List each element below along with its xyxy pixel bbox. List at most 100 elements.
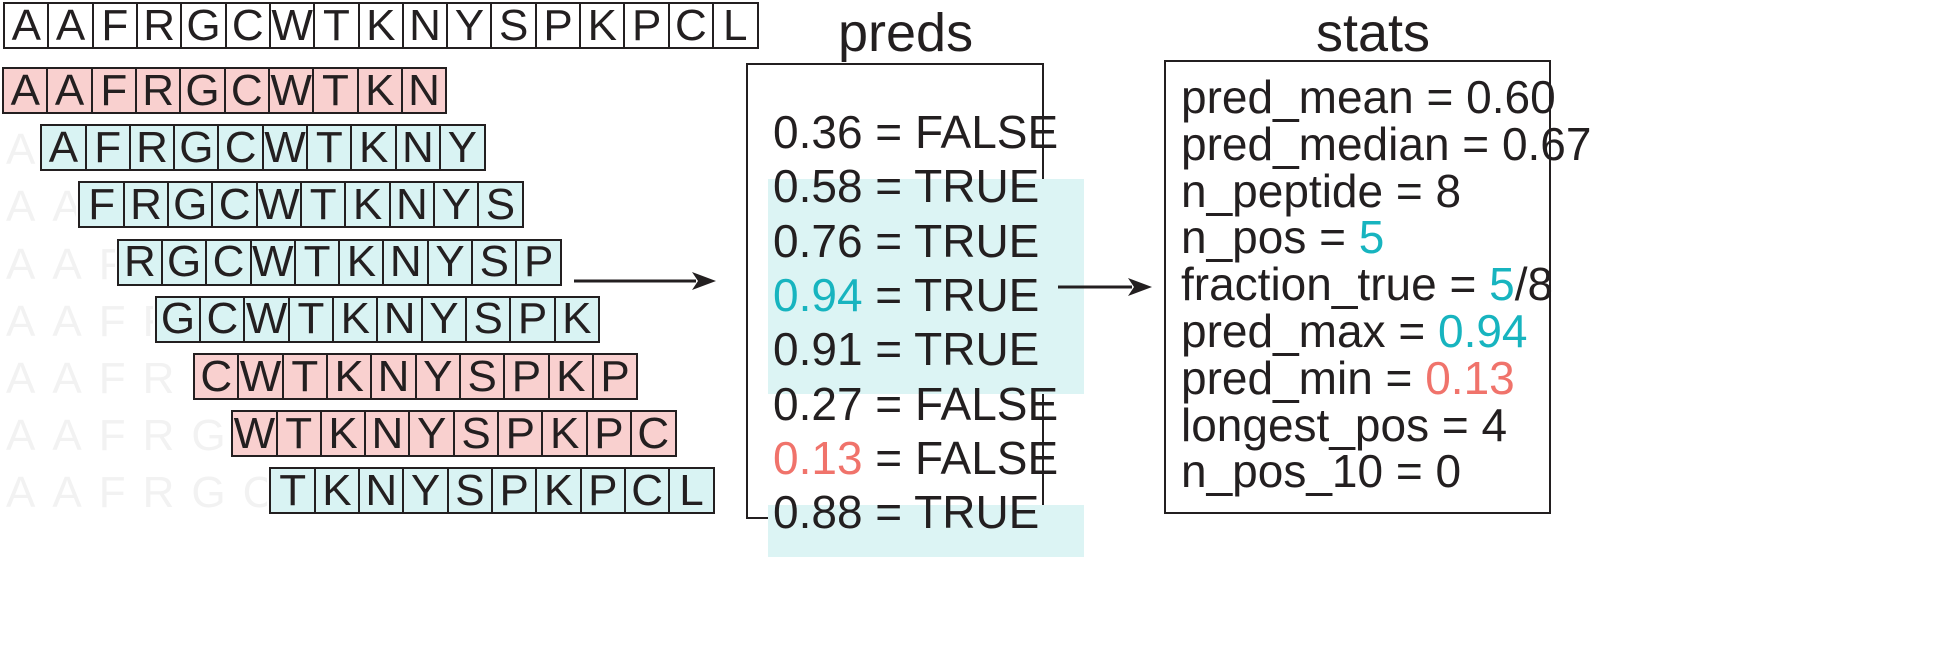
window-residue: T bbox=[312, 67, 359, 114]
arrow-to-preds bbox=[574, 272, 716, 290]
window-residue: N bbox=[382, 238, 429, 286]
window-residue: W bbox=[255, 181, 303, 229]
pred-separator: = bbox=[862, 323, 915, 376]
pred-value: 0.88 bbox=[773, 486, 863, 539]
window-residue: Y bbox=[432, 181, 480, 229]
window-residue: K bbox=[535, 467, 582, 515]
window-residue: C bbox=[223, 67, 271, 114]
stat-text: pred_mean = 0.60 bbox=[1181, 71, 1556, 123]
pred-separator: = bbox=[862, 160, 915, 213]
window-residue: R bbox=[116, 238, 164, 286]
window-residue: K bbox=[547, 353, 594, 400]
window-residue: W bbox=[231, 410, 278, 458]
window-residue: G bbox=[154, 295, 202, 343]
pred-line: 0.88 = TRUE bbox=[773, 489, 1039, 535]
window-residue: P bbox=[509, 295, 556, 343]
sequence-residue: S bbox=[490, 2, 537, 49]
stat-text: n_peptide = 8 bbox=[1181, 164, 1462, 217]
sequence-residue: R bbox=[135, 2, 183, 49]
window-residue: W bbox=[261, 124, 309, 172]
window-residue: W bbox=[267, 67, 315, 114]
stat-text: longest_pos = 4 bbox=[1181, 398, 1508, 451]
window-residue: C bbox=[199, 295, 246, 343]
stat-line: n_pos_10 = 0 bbox=[1181, 448, 1461, 494]
true-highlight bbox=[768, 179, 1084, 395]
pred-label: TRUE bbox=[914, 268, 1040, 321]
window-residue: Y bbox=[402, 467, 449, 515]
pred-line: 0.58 = TRUE bbox=[773, 163, 1039, 209]
sequence-residue: P bbox=[623, 2, 670, 49]
window-residue: K bbox=[319, 410, 367, 458]
window-residue: N bbox=[370, 353, 417, 400]
window-offset-ghost: AAFRG bbox=[6, 354, 191, 403]
window-residue: S bbox=[471, 238, 518, 286]
window-residue: R bbox=[134, 67, 182, 114]
pred-label: FALSE bbox=[914, 431, 1059, 484]
window-residue: R bbox=[128, 124, 176, 172]
window-residue: K bbox=[541, 410, 588, 458]
sequence-residue: C bbox=[667, 2, 715, 49]
pred-label: TRUE bbox=[914, 486, 1040, 539]
sequence-residue: G bbox=[180, 2, 227, 49]
window-residue: Y bbox=[414, 353, 462, 400]
window-residue: K bbox=[356, 67, 403, 114]
window-residue: K bbox=[313, 467, 361, 515]
pred-line: 0.94 = TRUE bbox=[773, 272, 1039, 318]
window-residue: Y bbox=[408, 410, 455, 458]
pred-separator: = bbox=[862, 486, 915, 539]
pred-line: 0.36 = FALSE bbox=[773, 109, 1058, 155]
arrow-to-stats bbox=[1058, 278, 1152, 296]
sequence-residue: N bbox=[401, 2, 449, 49]
pred-label: TRUE bbox=[914, 214, 1040, 267]
window-residue: P bbox=[503, 353, 550, 400]
sequence-residue: C bbox=[224, 2, 272, 49]
window-residue: A bbox=[2, 67, 49, 114]
pred-value: 0.94 bbox=[773, 268, 863, 321]
sequence-residue: A bbox=[3, 2, 50, 49]
stat-value: 0.94 bbox=[1437, 305, 1528, 357]
window-residue: N bbox=[388, 181, 436, 229]
window-residue: P bbox=[515, 238, 562, 286]
window-residue: N bbox=[376, 295, 423, 343]
pred-separator: = bbox=[862, 214, 915, 267]
pred-separator: = bbox=[862, 268, 915, 321]
window-residue: C bbox=[211, 181, 258, 229]
window-residue: C bbox=[630, 410, 677, 458]
preds-box: 0.36 = FALSE 0.58 = TRUE 0.76 = TRUE 0.94 =… bbox=[746, 63, 1084, 558]
stat-line: fraction_true = 5/8 bbox=[1181, 261, 1553, 307]
window-residue: A bbox=[46, 67, 93, 114]
pred-separator: = bbox=[862, 106, 915, 158]
stats-title: stats bbox=[1316, 3, 1431, 63]
stat-line: pred_max = 0.94 bbox=[1181, 308, 1528, 354]
window-offset-ghost: AA bbox=[6, 182, 76, 232]
window-residue: P bbox=[490, 467, 538, 515]
sequence-residue: K bbox=[579, 2, 626, 49]
pred-value: 0.27 bbox=[773, 377, 863, 430]
preds-title: preds bbox=[838, 3, 974, 63]
window-residue: C bbox=[217, 124, 264, 172]
stat-value: 0.13 bbox=[1425, 351, 1515, 404]
pred-value: 0.58 bbox=[773, 160, 863, 213]
window-residue: T bbox=[299, 181, 347, 229]
window-residue: C bbox=[205, 238, 252, 286]
stat-line: pred_mean = 0.60 bbox=[1181, 74, 1556, 120]
pred-value: 0.13 bbox=[773, 431, 863, 484]
window-residue: K bbox=[332, 295, 379, 343]
pred-value: 0.91 bbox=[773, 323, 863, 376]
window-residue: K bbox=[344, 181, 391, 229]
stats-box: pred_mean = 0.60 pred_median = 0.67 n_pept… bbox=[1164, 60, 1591, 514]
window-residue: T bbox=[306, 124, 353, 172]
window-residue: Y bbox=[439, 124, 486, 172]
pred-label: FALSE bbox=[914, 106, 1059, 158]
sequence-residue: A bbox=[47, 2, 94, 49]
window-residue: K bbox=[325, 353, 373, 400]
stat-prefix: n_pos = bbox=[1181, 211, 1359, 264]
